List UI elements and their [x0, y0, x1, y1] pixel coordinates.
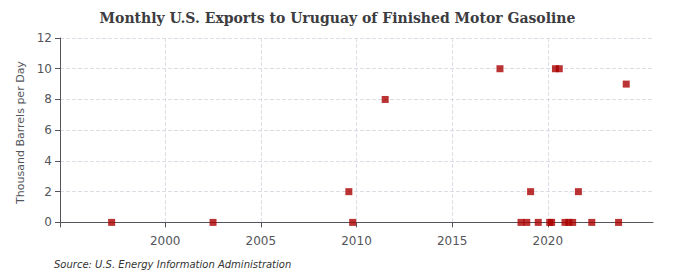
svg-text:4: 4: [44, 154, 52, 168]
svg-text:2015: 2015: [437, 234, 468, 248]
svg-text:2005: 2005: [246, 234, 277, 248]
svg-text:6: 6: [44, 123, 52, 137]
svg-text:10: 10: [37, 62, 52, 76]
svg-text:2000: 2000: [150, 234, 181, 248]
svg-text:2010: 2010: [341, 234, 372, 248]
svg-text:2020: 2020: [533, 234, 564, 248]
svg-text:2: 2: [44, 185, 52, 199]
svg-text:12: 12: [37, 31, 52, 45]
svg-text:Monthly U.S. Exports to Urugua: Monthly U.S. Exports to Uruguay of Finis…: [100, 10, 576, 26]
svg-text:Source: U.S. Energy Informatio: Source: U.S. Energy Information Administ…: [54, 259, 291, 270]
svg-text:0: 0: [44, 215, 52, 229]
svg-text:Thousand Barrels per Day: Thousand Barrels per Day: [14, 61, 27, 205]
svg-text:8: 8: [44, 92, 52, 106]
